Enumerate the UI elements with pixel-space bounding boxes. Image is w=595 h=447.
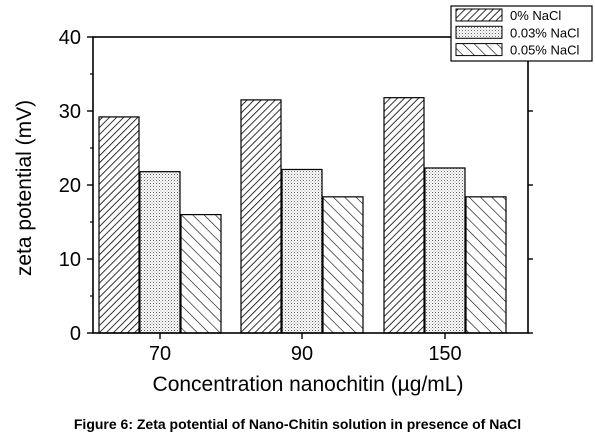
bar-90-series-2 <box>322 196 364 334</box>
y-tick-label-40: 40 <box>59 27 81 49</box>
legend-label-1: 0.03% NaCl <box>510 25 579 40</box>
legend-label-0: 0% NaCl <box>510 8 561 23</box>
bars-layer <box>98 97 507 334</box>
legend-swatch-1 <box>455 25 503 39</box>
figure-caption: Figure 6: Zeta potential of Nano-Chitin … <box>73 416 522 432</box>
x-tick-label-150: 150 <box>428 343 461 365</box>
x-axis-title: Concentration nanochitin (µg/mL) <box>153 373 464 396</box>
x-tick-label-70: 70 <box>149 343 171 365</box>
axes-layer: 0 10 20 30 40 70 90 150 <box>59 27 533 365</box>
y-axis-title: zeta potential (mV) <box>13 100 36 276</box>
x-tick-label-90: 90 <box>291 343 313 365</box>
legend: 0% NaCl 0.03% NaCl 0.05% NaCl <box>450 5 593 62</box>
bar-90-series-0 <box>240 99 282 334</box>
bar-150-series-1 <box>424 167 466 334</box>
bar-150-series-0 <box>383 97 425 334</box>
bar-70-series-2 <box>180 214 222 334</box>
y-tick-label-20: 20 <box>59 175 81 197</box>
legend-label-2: 0.05% NaCl <box>510 43 579 58</box>
legend-swatch-0 <box>455 8 503 22</box>
bar-150-series-2 <box>465 196 507 334</box>
bar-90-series-1 <box>281 168 323 334</box>
legend-swatch-2 <box>455 43 503 57</box>
y-tick-label-0: 0 <box>70 323 81 345</box>
y-tick-label-10: 10 <box>59 249 81 271</box>
bar-70-series-1 <box>139 171 181 334</box>
bar-70-series-0 <box>98 116 140 334</box>
y-tick-label-30: 30 <box>59 101 81 123</box>
